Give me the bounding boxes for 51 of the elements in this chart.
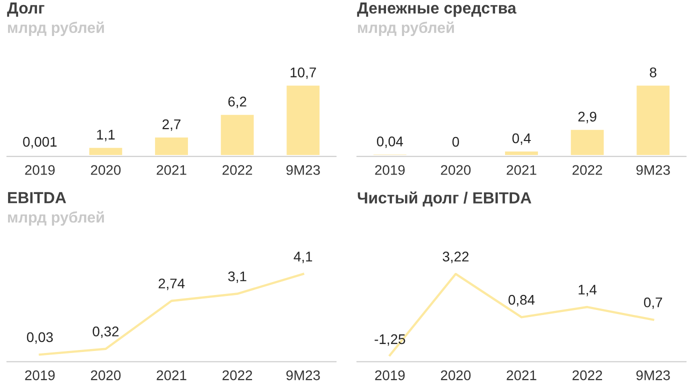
chart-title: Чистый долг / EBITDA	[358, 191, 532, 207]
x-tick-label: 2020	[90, 165, 121, 175]
x-tick-label: 2020	[90, 370, 121, 380]
x-tick-label: 2019	[25, 165, 55, 175]
data-label: 2,74	[158, 278, 185, 290]
data-label: 3,1	[228, 271, 246, 283]
data-label: 0,32	[92, 326, 119, 338]
x-tick-label: 2019	[25, 370, 55, 380]
x-tick-label: 2021	[506, 165, 536, 175]
bar	[570, 130, 604, 156]
data-label: 4,1	[294, 252, 312, 264]
data-label: 0,001	[23, 136, 57, 148]
bar	[220, 114, 254, 156]
data-label: 1,1	[97, 130, 115, 142]
bar	[89, 148, 122, 156]
data-label: 0,03	[26, 332, 53, 344]
x-tick-label: 2022	[572, 165, 602, 175]
x-tick-label: 2020	[440, 165, 471, 175]
data-label: 1,4	[578, 284, 597, 296]
x-tick-label: 2021	[156, 370, 186, 380]
x-tick-label: 9M23	[636, 370, 670, 380]
x-tick-label: 2022	[222, 370, 252, 380]
bar	[155, 138, 188, 156]
data-label: 0,04	[376, 136, 404, 148]
x-tick-label: 9M23	[286, 165, 320, 175]
data-label: 3,22	[442, 252, 469, 264]
chart-title: Денежные средства	[357, 2, 516, 17]
data-label: 2,7	[162, 119, 180, 131]
x-tick-label: 9M23	[636, 165, 670, 175]
bar	[636, 86, 670, 156]
x-tick-label: 2021	[156, 165, 186, 175]
data-label: 6,2	[228, 96, 246, 108]
data-label: 2,9	[578, 112, 596, 124]
bar	[505, 152, 538, 156]
data-label: 0,84	[508, 294, 535, 306]
data-label: -1,25	[374, 334, 406, 346]
data-label: 0	[452, 136, 460, 147]
data-label: 0,4	[512, 133, 531, 145]
chart-title: EBITDA	[8, 192, 66, 204]
x-tick-label: 2020	[440, 370, 471, 380]
x-tick-label: 2022	[222, 165, 252, 175]
data-label: 10,7	[290, 68, 316, 79]
x-tick-label: 9M23	[286, 370, 320, 380]
bar	[286, 86, 320, 156]
x-tick-label: 2022	[572, 370, 602, 380]
x-tick-label: 2021	[506, 370, 536, 380]
chart-title: Долг	[7, 2, 44, 17]
data-label: 0,7	[644, 297, 662, 309]
x-tick-label: 2019	[375, 165, 405, 175]
x-tick-label: 2019	[375, 370, 405, 380]
data-label: 8	[650, 68, 656, 78]
